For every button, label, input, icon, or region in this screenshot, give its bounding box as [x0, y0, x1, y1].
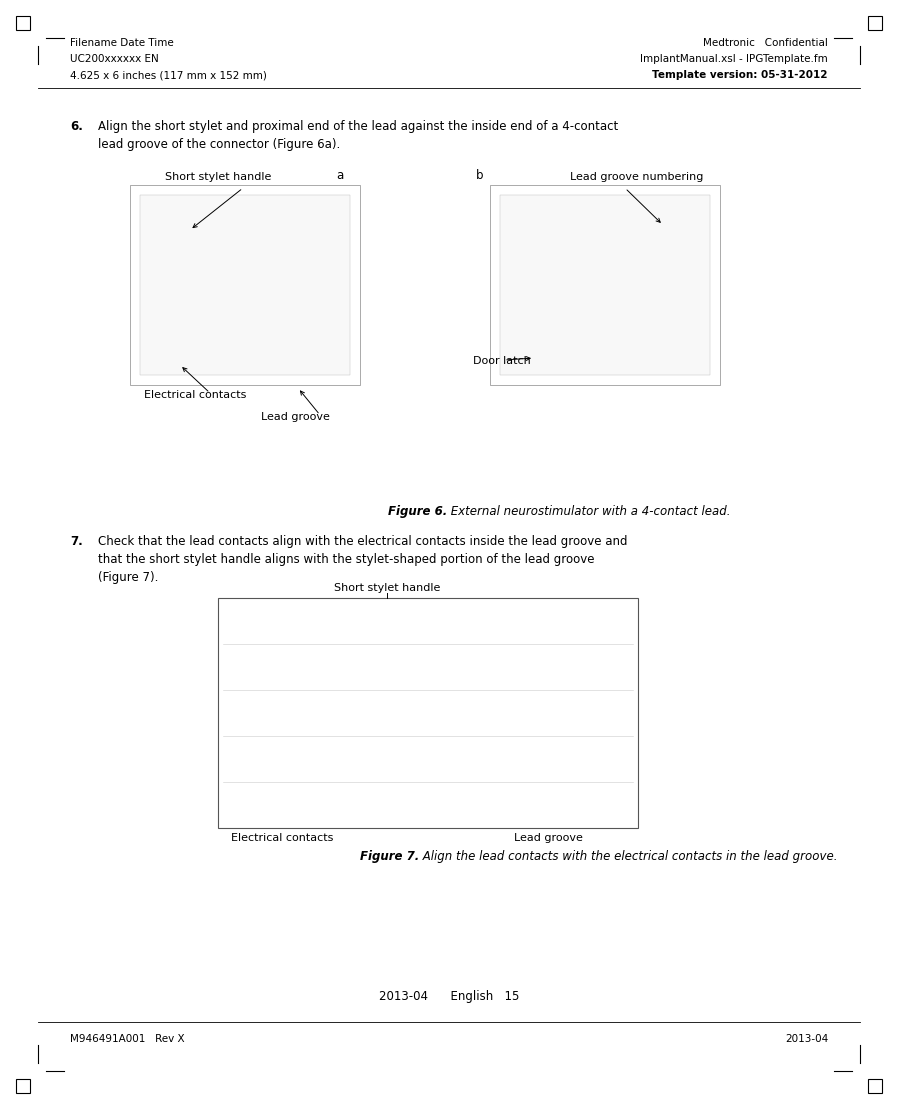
Text: a: a — [337, 169, 344, 182]
Text: 7.: 7. — [70, 535, 83, 548]
Text: Short stylet handle: Short stylet handle — [334, 583, 440, 593]
Text: Short stylet handle: Short stylet handle — [165, 172, 271, 182]
Text: External neurostimulator with a 4-contact lead.: External neurostimulator with a 4-contac… — [447, 505, 730, 518]
Text: Lead groove: Lead groove — [260, 413, 330, 423]
Text: Align the short stylet and proximal end of the lead against the inside end of a : Align the short stylet and proximal end … — [98, 120, 618, 151]
Text: UC200xxxxxx EN: UC200xxxxxx EN — [70, 54, 159, 64]
Bar — [490, 185, 720, 385]
Bar — [130, 185, 360, 385]
Text: Electrical contacts: Electrical contacts — [231, 833, 333, 843]
Bar — [140, 195, 350, 375]
Text: Medtronic   Confidential: Medtronic Confidential — [703, 38, 828, 48]
Text: b: b — [476, 169, 484, 182]
Bar — [16, 16, 30, 30]
Bar — [868, 16, 882, 30]
Text: Lead groove: Lead groove — [514, 833, 583, 843]
Text: Align the lead contacts with the electrical contacts in the lead groove.: Align the lead contacts with the electri… — [419, 849, 838, 863]
Text: M946491A001   Rev X: M946491A001 Rev X — [70, 1034, 185, 1044]
Text: ImplantManual.xsl - IPGTemplate.fm: ImplantManual.xsl - IPGTemplate.fm — [640, 54, 828, 64]
Text: 4.625 x 6 inches (117 mm x 152 mm): 4.625 x 6 inches (117 mm x 152 mm) — [70, 70, 267, 80]
Text: Check that the lead contacts align with the electrical contacts inside the lead : Check that the lead contacts align with … — [98, 535, 628, 584]
Text: Filename Date Time: Filename Date Time — [70, 38, 173, 48]
Bar — [16, 1079, 30, 1093]
Text: Lead groove numbering: Lead groove numbering — [570, 172, 703, 182]
Text: Figure 6.: Figure 6. — [388, 505, 447, 518]
Text: 6.: 6. — [70, 120, 83, 133]
Bar — [218, 598, 638, 828]
Bar — [500, 195, 710, 375]
Text: Figure 7.: Figure 7. — [360, 849, 419, 863]
Text: Door latch: Door latch — [473, 356, 531, 366]
Text: Template version: 05-31-2012: Template version: 05-31-2012 — [653, 70, 828, 80]
Bar — [868, 1079, 882, 1093]
Text: 2013-04: 2013-04 — [785, 1034, 828, 1044]
Text: Electrical contacts: Electrical contacts — [144, 390, 246, 400]
Text: 2013-04      English   15: 2013-04 English 15 — [379, 990, 519, 1003]
